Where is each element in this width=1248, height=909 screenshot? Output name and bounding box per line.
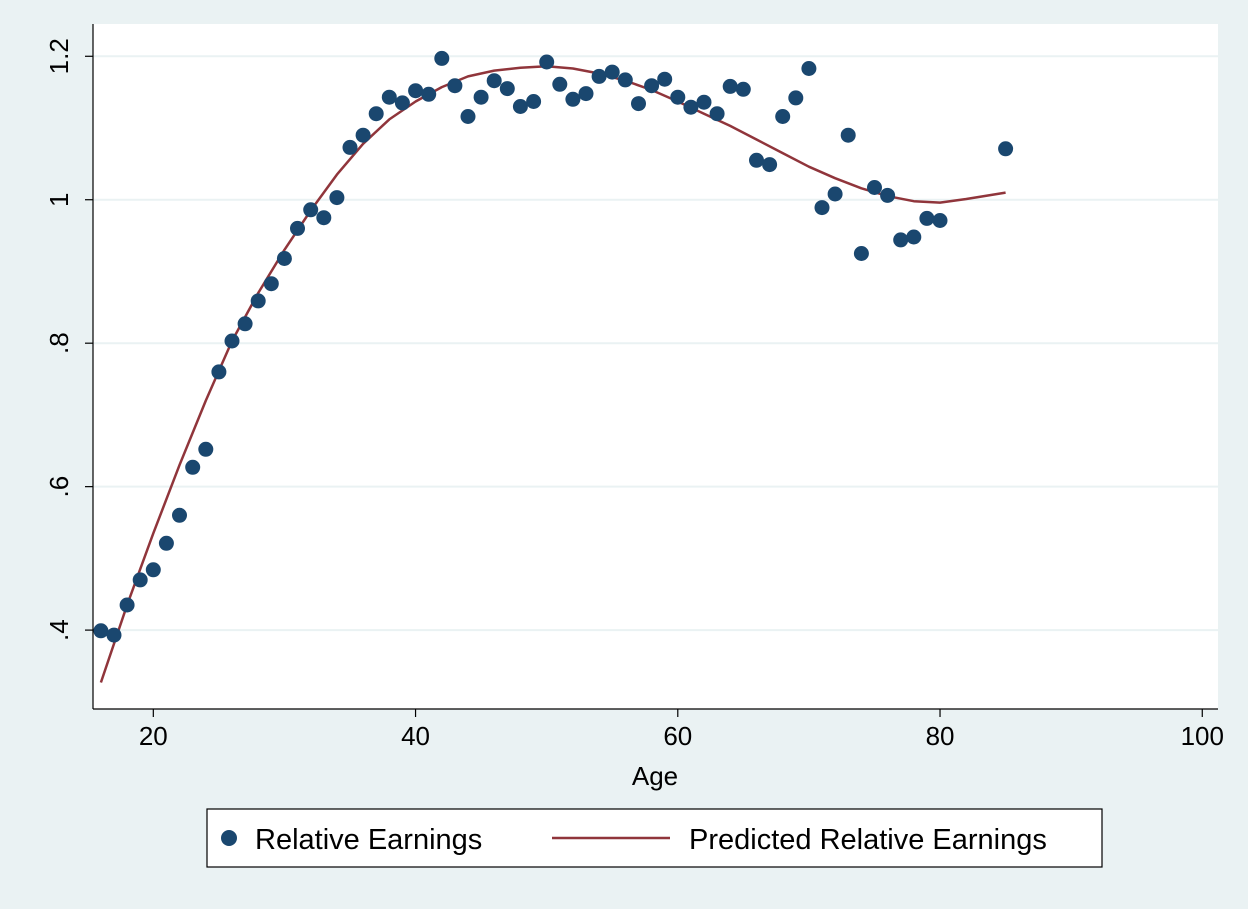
x-axis-ticks: 20 40 60 80 100 (139, 709, 1224, 751)
data-point (132, 572, 148, 588)
data-point (526, 94, 542, 109)
data-point (408, 83, 424, 99)
data-point (709, 106, 725, 122)
data-point (631, 96, 646, 112)
data-point (329, 190, 345, 206)
data-point (224, 333, 240, 349)
data-point (775, 109, 791, 124)
data-point (460, 109, 476, 124)
legend-label-predicted-relative-earnings: Predicted Relative Earnings (689, 824, 1047, 856)
x-axis-title: Age (632, 761, 678, 791)
data-point (368, 106, 384, 122)
data-point (696, 94, 712, 110)
data-point (552, 76, 568, 92)
data-point (303, 202, 319, 218)
data-point (880, 187, 896, 203)
x-tick-label: 100 (1181, 721, 1224, 751)
data-point (788, 90, 804, 106)
data-point (145, 562, 161, 578)
data-point (670, 89, 686, 105)
x-tick-label: 80 (926, 721, 955, 751)
data-point (185, 459, 201, 475)
data-point (906, 229, 922, 245)
data-point (578, 86, 594, 102)
plot-area (93, 24, 1218, 709)
data-point (198, 441, 214, 457)
data-point (499, 81, 515, 97)
data-point (250, 293, 266, 309)
data-point (172, 507, 187, 523)
data-point (119, 597, 135, 613)
data-point (591, 68, 607, 84)
data-point (657, 71, 673, 87)
legend-label-relative-earnings: Relative Earnings (255, 824, 482, 856)
legend-marker-icon (221, 830, 237, 846)
y-tick-label: .4 (44, 619, 74, 641)
x-tick-label: 60 (663, 721, 692, 751)
y-tick-label: 1 (44, 192, 74, 206)
data-point (932, 213, 948, 228)
data-point (604, 64, 620, 80)
gridlines (93, 55, 1218, 632)
data-point (434, 50, 450, 66)
data-point (998, 141, 1014, 157)
x-tick-label: 40 (401, 721, 430, 751)
data-point (237, 316, 253, 332)
data-point (840, 127, 856, 143)
data-point (316, 210, 332, 226)
y-tick-label: .8 (44, 332, 74, 354)
data-point (211, 364, 227, 380)
data-point (722, 78, 738, 94)
y-axis-ticks: .4 .6 .8 1 1.2 (44, 38, 93, 641)
data-point (814, 200, 830, 216)
data-point (355, 127, 371, 143)
data-point (735, 81, 751, 97)
data-point (381, 89, 397, 105)
data-point (683, 99, 699, 115)
data-point (486, 73, 502, 89)
x-tick-label: 20 (139, 721, 168, 751)
data-point (342, 139, 358, 155)
data-point (93, 623, 109, 639)
markers-layer (93, 50, 1014, 643)
data-point (644, 78, 660, 94)
data-point (394, 95, 410, 111)
data-point (749, 152, 764, 168)
data-point (853, 246, 869, 261)
data-point (827, 186, 843, 202)
data-point (263, 276, 279, 292)
y-tick-label: .6 (44, 476, 74, 498)
data-point (867, 180, 882, 195)
data-point (617, 72, 633, 88)
data-point (539, 54, 555, 70)
y-tick-label: 1.2 (44, 38, 74, 74)
data-point (801, 61, 817, 76)
data-point (158, 535, 174, 551)
data-point (919, 210, 935, 226)
data-point (447, 78, 463, 94)
data-point (106, 627, 122, 643)
data-point (565, 91, 581, 107)
data-point (512, 99, 528, 114)
data-point (276, 251, 292, 266)
data-point (421, 86, 437, 102)
data-point (473, 89, 489, 105)
data-point (290, 220, 305, 236)
data-point (762, 157, 778, 173)
data-point (893, 232, 909, 248)
legend: Relative Earnings Predicted Relative Ear… (206, 808, 1103, 868)
